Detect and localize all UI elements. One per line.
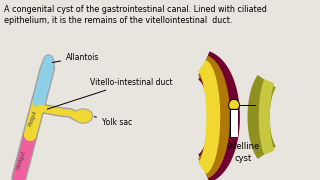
Text: Vitello-intestinal duct: Vitello-intestinal duct xyxy=(47,78,172,109)
Text: Hindgut: Hindgut xyxy=(15,150,26,170)
Circle shape xyxy=(230,100,238,109)
Ellipse shape xyxy=(43,55,54,71)
Text: Allantois: Allantois xyxy=(52,53,100,62)
Ellipse shape xyxy=(74,109,92,123)
Text: A congenital cyst of the gastrointestinal canal. Lined with ciliated: A congenital cyst of the gastrointestina… xyxy=(4,5,267,14)
Text: Yolk sac: Yolk sac xyxy=(94,117,132,127)
Text: Midgut: Midgut xyxy=(28,109,38,127)
Text: epithelium, it is the remains of the vitellointestinal  duct.: epithelium, it is the remains of the vit… xyxy=(4,16,232,25)
Ellipse shape xyxy=(75,110,92,122)
Circle shape xyxy=(229,100,239,111)
Text: Vitelline
cyst: Vitelline cyst xyxy=(226,142,260,163)
Ellipse shape xyxy=(44,56,53,70)
